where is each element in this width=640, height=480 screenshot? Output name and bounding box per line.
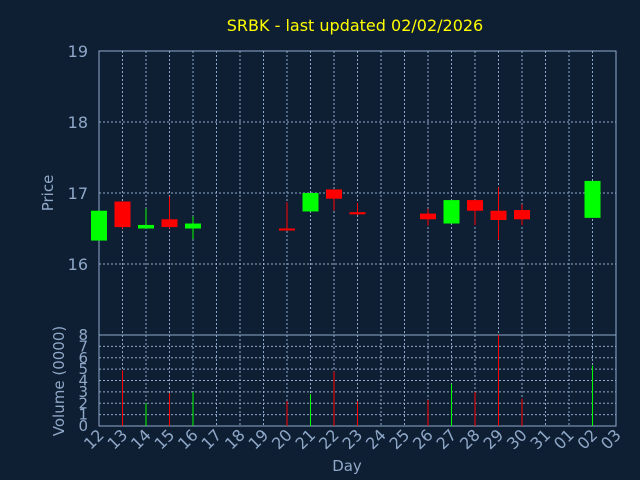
price-tick-label: 18 <box>68 113 88 132</box>
candle-body <box>443 200 460 224</box>
price-axis-label: Price <box>39 175 57 212</box>
candle-body <box>420 213 436 220</box>
price-tick-label: 17 <box>68 184 88 203</box>
candle-body <box>584 180 601 218</box>
volume-bars <box>122 335 593 426</box>
volume-tick-label: 3 <box>78 383 88 401</box>
candle <box>138 208 154 229</box>
candle-body <box>185 223 201 229</box>
candle <box>349 202 366 216</box>
volume-tick-label: 7 <box>78 337 88 355</box>
candle-body <box>114 201 131 228</box>
price-panel: 16 17 18 19 Price <box>39 42 617 336</box>
candle-body <box>326 189 342 199</box>
candle-body <box>349 212 366 215</box>
volume-tick-label: 5 <box>78 360 88 378</box>
price-tick-label: 16 <box>68 255 88 274</box>
day-axis-label: Day <box>332 457 362 475</box>
candle <box>420 208 436 226</box>
volume-tick-label: 8 <box>78 326 88 344</box>
candle <box>91 210 107 241</box>
candle-body <box>467 200 483 211</box>
candle <box>279 202 295 231</box>
candle <box>584 180 601 218</box>
candle <box>161 196 178 229</box>
candle <box>302 193 319 212</box>
candlesticks <box>91 180 601 241</box>
volume-tick-label: 2 <box>78 394 88 412</box>
candle-body <box>514 210 530 220</box>
candle-body <box>490 210 507 220</box>
volume-axis-label: Volume (0000) <box>50 326 68 436</box>
candle-body <box>279 228 295 231</box>
candle-body <box>91 210 107 241</box>
candle <box>114 201 131 229</box>
candle <box>185 216 201 240</box>
candle <box>490 187 507 240</box>
candle <box>326 189 342 211</box>
candle-body <box>161 219 178 228</box>
candle <box>467 200 483 225</box>
price-tick-label: 19 <box>68 42 88 61</box>
volume-tick-label: 1 <box>78 406 88 424</box>
price-grid <box>99 51 616 335</box>
volume-tick-label: 6 <box>78 349 88 367</box>
day-axis-ticks: 1213141516171819202122232425262728293031… <box>80 425 625 453</box>
volume-tick-label: 0 <box>78 417 88 435</box>
candle <box>514 204 530 225</box>
volume-tick-label: 4 <box>78 372 88 390</box>
candle-body <box>138 224 154 229</box>
candle <box>443 200 460 224</box>
candle-body <box>302 193 319 212</box>
day-tick-label: 03 <box>597 425 625 453</box>
price-axis-ticks: 16 17 18 19 <box>68 42 88 274</box>
chart-title: SRBK - last updated 02/02/2026 <box>227 16 483 35</box>
